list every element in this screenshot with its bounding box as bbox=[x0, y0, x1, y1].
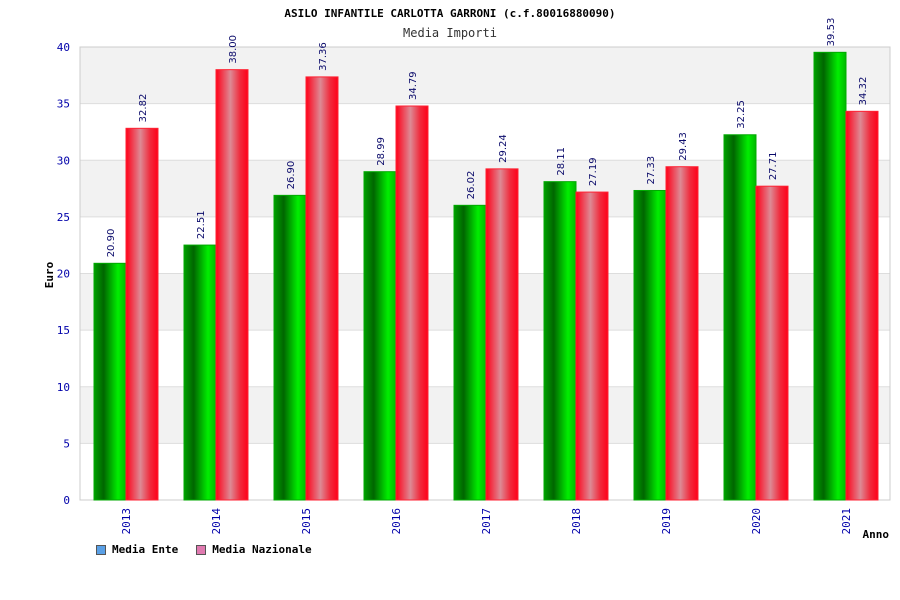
bar-media-nazionale bbox=[755, 185, 789, 501]
legend: Media Ente Media Nazionale bbox=[96, 543, 312, 556]
x-tick-label: 2013 bbox=[120, 508, 133, 535]
y-tick-label: 35 bbox=[57, 98, 70, 111]
chart-subtitle: Media Importi bbox=[403, 26, 497, 40]
y-tick-label: 25 bbox=[57, 211, 70, 224]
bar-media-ente bbox=[363, 171, 397, 501]
bar-media-nazionale bbox=[305, 76, 339, 501]
bar-value-label: 29.24 bbox=[498, 134, 509, 163]
bar-value-label: 28.11 bbox=[556, 147, 567, 176]
x-axis-label: Anno bbox=[863, 528, 890, 541]
bars: 20.90 32.82 22.51 38.00 26.90 37.36 28.99 34.79… bbox=[93, 18, 879, 501]
legend-label-ente: Media Ente bbox=[112, 543, 179, 556]
bar-value-label: 38.00 bbox=[228, 35, 239, 64]
bar-value-label: 27.33 bbox=[646, 156, 657, 185]
bar-media-ente bbox=[453, 204, 487, 501]
bar-value-label: 39.53 bbox=[826, 18, 837, 47]
legend-item-nazionale: Media Nazionale bbox=[196, 543, 312, 556]
bar-value-label: 27.19 bbox=[588, 157, 599, 186]
bar-media-nazionale bbox=[845, 110, 879, 501]
bar-value-label: 29.43 bbox=[678, 132, 689, 161]
bar-media-ente bbox=[813, 51, 847, 501]
bar-value-label: 34.32 bbox=[858, 77, 869, 106]
bar-value-label: 37.36 bbox=[318, 42, 329, 71]
legend-item-ente: Media Ente bbox=[96, 543, 178, 556]
x-tick-label: 2021 bbox=[840, 508, 853, 535]
bar-media-nazionale bbox=[575, 191, 609, 501]
bar-media-nazionale bbox=[215, 69, 249, 501]
bar-media-ente bbox=[93, 262, 127, 501]
x-tick-label: 2014 bbox=[210, 508, 223, 535]
x-axis: 2013 2014 2015 2016 2017 2018 2019 2020 2021 bbox=[120, 508, 853, 535]
bar-value-label: 27.71 bbox=[768, 152, 779, 181]
x-tick-label: 2020 bbox=[750, 508, 763, 535]
bar-value-label: 26.02 bbox=[466, 171, 477, 200]
x-tick-label: 2017 bbox=[480, 508, 493, 535]
legend-label-nazionale: Media Nazionale bbox=[212, 543, 312, 556]
y-tick-label: 0 bbox=[63, 494, 70, 507]
x-tick-label: 2016 bbox=[390, 508, 403, 535]
chart-title: ASILO INFANTILE CARLOTTA GARRONI (c.f.80… bbox=[284, 7, 615, 20]
y-tick-label: 5 bbox=[63, 437, 70, 450]
x-tick-label: 2018 bbox=[570, 508, 583, 535]
y-tick-label: 15 bbox=[57, 324, 70, 337]
bar-media-nazionale bbox=[665, 166, 699, 501]
bar-value-label: 34.79 bbox=[408, 71, 419, 100]
bar-media-nazionale bbox=[395, 105, 429, 501]
legend-swatch-ente bbox=[96, 544, 106, 555]
bar-media-nazionale bbox=[485, 168, 519, 501]
x-tick-label: 2015 bbox=[300, 508, 313, 535]
bar-media-ente bbox=[183, 244, 217, 501]
y-axis-label: Euro bbox=[43, 261, 56, 288]
y-tick-label: 40 bbox=[57, 41, 70, 54]
bar-value-label: 26.90 bbox=[286, 161, 297, 190]
grid-band bbox=[80, 47, 890, 104]
bar-media-ente bbox=[543, 181, 577, 501]
bar-value-label: 22.51 bbox=[196, 210, 207, 239]
bar-media-ente bbox=[273, 194, 307, 501]
y-tick-label: 20 bbox=[57, 268, 70, 281]
bar-media-ente bbox=[723, 134, 757, 501]
bar-value-label: 28.99 bbox=[376, 137, 387, 166]
x-tick-label: 2019 bbox=[660, 508, 673, 535]
legend-swatch-nazionale bbox=[196, 544, 207, 555]
bar-value-label: 32.82 bbox=[138, 94, 149, 123]
bar-media-ente bbox=[633, 189, 667, 501]
y-axis: 0 5 10 15 20 25 30 35 40 bbox=[57, 41, 70, 507]
y-tick-label: 10 bbox=[57, 381, 70, 394]
bar-value-label: 32.25 bbox=[736, 100, 747, 129]
bar-value-label: 20.90 bbox=[106, 229, 117, 258]
bar-media-nazionale bbox=[125, 127, 159, 501]
y-tick-label: 30 bbox=[57, 154, 70, 167]
